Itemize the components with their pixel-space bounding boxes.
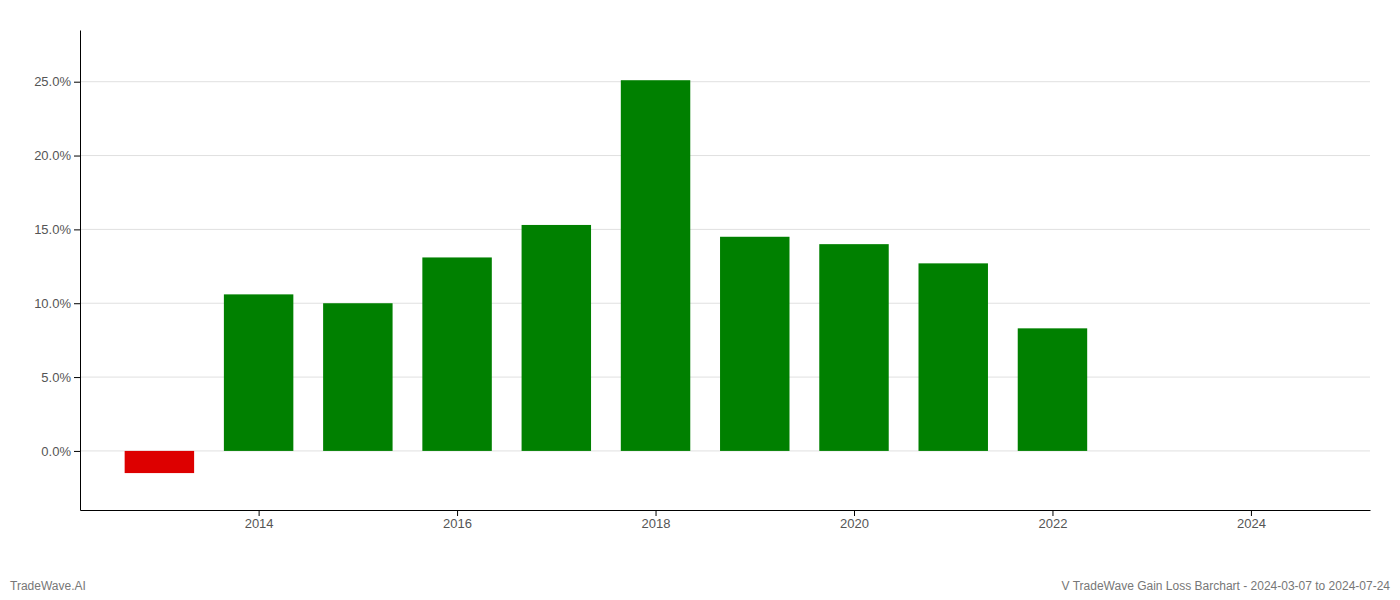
bar: [720, 237, 789, 451]
bar: [224, 294, 293, 451]
y-tick-label: 0.0%: [41, 444, 71, 459]
y-axis: 0.0% 5.0% 10.0% 15.0% 20.0% 25.0%: [34, 31, 80, 511]
bar: [919, 263, 988, 451]
grid-line: [80, 155, 1370, 156]
bar: [621, 80, 690, 451]
x-tick-label: 2018: [642, 516, 671, 531]
y-tick: 25.0%: [34, 74, 80, 89]
y-tick-label: 25.0%: [34, 74, 71, 89]
bar: [422, 257, 491, 450]
x-tick: 2022: [1039, 510, 1068, 531]
x-tick-mark: [259, 510, 260, 516]
x-tick-mark: [457, 510, 458, 516]
x-tick: 2016: [443, 510, 472, 531]
y-tick-mark: [74, 156, 80, 157]
y-tick-mark: [74, 377, 80, 378]
bar: [125, 451, 194, 473]
y-axis-line: [80, 31, 81, 511]
x-tick-label: 2014: [245, 516, 274, 531]
x-tick-mark: [1052, 510, 1053, 516]
x-tick: 2020: [840, 510, 869, 531]
x-tick-mark: [854, 510, 855, 516]
x-axis: 2014 2016 2018 2020 2022 2024: [81, 510, 1371, 531]
y-tick-label: 15.0%: [34, 222, 71, 237]
grid: [80, 82, 1370, 451]
y-tick-label: 20.0%: [34, 148, 71, 163]
y-tick: 10.0%: [34, 296, 80, 311]
x-tick-mark: [656, 510, 657, 516]
y-tick-mark: [74, 451, 80, 452]
x-tick: 2014: [245, 510, 274, 531]
y-tick-label: 5.0%: [41, 370, 71, 385]
y-tick: 0.0%: [41, 444, 80, 459]
x-tick: 2024: [1237, 510, 1266, 531]
bars: [125, 80, 1088, 473]
grid-line: [80, 229, 1370, 230]
grid-line: [80, 81, 1370, 82]
footer-text: TradeWave.AI: [10, 579, 86, 593]
bar: [819, 244, 888, 451]
chart: 0.0% 5.0% 10.0% 15.0% 20.0% 25.0% 2014 2016 2018…: [0, 0, 1400, 600]
bar: [323, 303, 392, 451]
bar: [522, 225, 591, 451]
y-tick-mark: [74, 229, 80, 230]
x-tick-label: 2016: [443, 516, 472, 531]
x-tick: 2018: [642, 510, 671, 531]
bar: [1018, 328, 1087, 451]
y-tick-label: 10.0%: [34, 296, 71, 311]
x-tick-label: 2020: [840, 516, 869, 531]
y-tick: 15.0%: [34, 222, 80, 237]
y-tick: 5.0%: [41, 370, 80, 385]
x-tick-label: 2024: [1237, 516, 1266, 531]
x-tick-mark: [1251, 510, 1252, 516]
title: V TradeWave Gain Loss Barchart - 2024-03…: [1062, 579, 1391, 593]
y-tick: 20.0%: [34, 148, 80, 163]
y-tick-mark: [74, 303, 80, 304]
y-tick-mark: [74, 82, 80, 83]
x-axis-line: [81, 510, 1371, 511]
x-tick-label: 2022: [1039, 516, 1068, 531]
